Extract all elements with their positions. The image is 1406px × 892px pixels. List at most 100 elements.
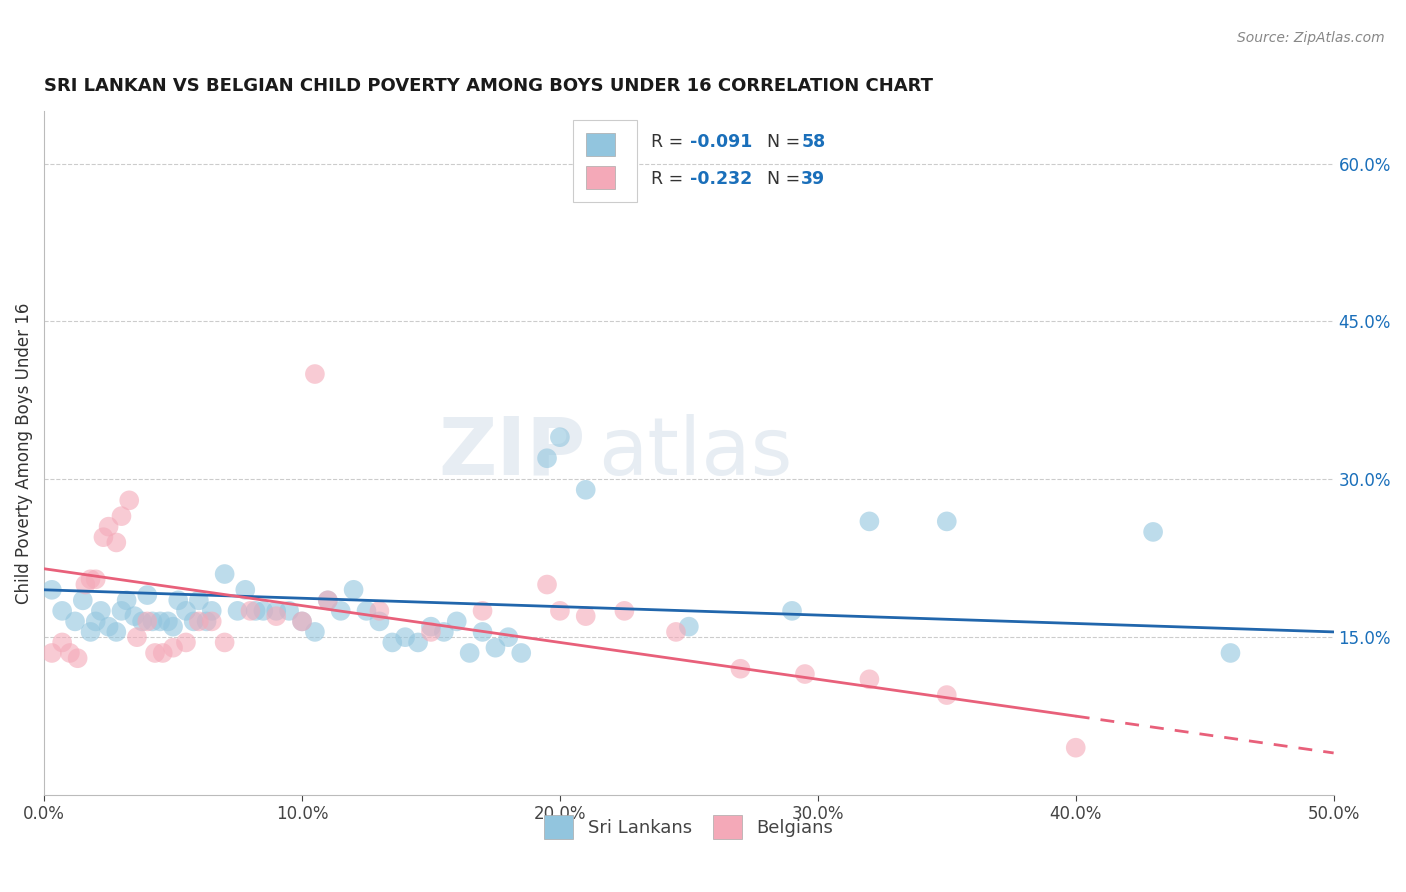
Point: [730, 662, 752, 676]
Point: [858, 673, 880, 687]
Point: [458, 646, 481, 660]
Point: [125, 630, 148, 644]
Point: [342, 582, 364, 597]
Point: [110, 604, 132, 618]
Point: [245, 604, 267, 618]
Text: Source: ZipAtlas.com: Source: ZipAtlas.com: [1237, 31, 1385, 45]
Point: [239, 604, 262, 618]
Point: [233, 582, 256, 597]
Point: [41, 646, 63, 660]
Point: [433, 624, 456, 639]
Point: [356, 604, 378, 618]
Point: [51, 604, 73, 618]
Point: [316, 593, 339, 607]
Point: [136, 615, 159, 629]
Point: [152, 646, 174, 660]
Point: [79, 624, 101, 639]
Point: [575, 483, 598, 497]
Point: [420, 620, 443, 634]
Point: [1219, 646, 1241, 660]
Point: [63, 615, 86, 629]
Point: [548, 430, 571, 444]
Legend: Sri Lankans, Belgians: Sri Lankans, Belgians: [536, 806, 842, 847]
Point: [97, 620, 120, 634]
Y-axis label: Child Poverty Among Boys Under 16: Child Poverty Among Boys Under 16: [15, 302, 32, 604]
Point: [329, 604, 352, 618]
Point: [214, 635, 236, 649]
Point: [613, 604, 636, 618]
Point: [187, 593, 209, 607]
Point: [195, 615, 218, 629]
Point: [536, 577, 558, 591]
Point: [780, 604, 803, 618]
Point: [174, 635, 197, 649]
Point: [394, 630, 416, 644]
Point: [79, 572, 101, 586]
Point: [471, 604, 494, 618]
Point: [291, 615, 314, 629]
Point: [141, 615, 163, 629]
Text: SRI LANKAN VS BELGIAN CHILD POVERTY AMONG BOYS UNDER 16 CORRELATION CHART: SRI LANKAN VS BELGIAN CHILD POVERTY AMON…: [44, 78, 934, 95]
Point: [72, 593, 94, 607]
Point: [1064, 740, 1087, 755]
Point: [484, 640, 506, 655]
Point: [156, 615, 179, 629]
Point: [935, 515, 957, 529]
Point: [187, 615, 209, 629]
Point: [498, 630, 520, 644]
Point: [278, 604, 301, 618]
Point: [264, 604, 287, 618]
Point: [678, 620, 700, 634]
Point: [368, 604, 391, 618]
Point: [201, 615, 224, 629]
Point: [162, 620, 184, 634]
Point: [575, 609, 598, 624]
Point: [66, 651, 89, 665]
Point: [510, 646, 533, 660]
Point: [446, 615, 468, 629]
Point: [252, 604, 274, 618]
Point: [131, 615, 153, 629]
Point: [406, 635, 429, 649]
Point: [548, 604, 571, 618]
Text: atlas: atlas: [599, 414, 793, 492]
Point: [51, 635, 73, 649]
Point: [75, 577, 97, 591]
Point: [304, 367, 326, 381]
Point: [264, 609, 287, 624]
Point: [226, 604, 249, 618]
Point: [118, 493, 141, 508]
Point: [471, 624, 494, 639]
Point: [304, 624, 326, 639]
Point: [368, 615, 391, 629]
Point: [41, 582, 63, 597]
Point: [105, 535, 128, 549]
Point: [183, 615, 205, 629]
Text: -0.091: -0.091: [690, 133, 752, 151]
Point: [162, 640, 184, 655]
Text: 39: 39: [801, 170, 825, 188]
Point: [316, 593, 339, 607]
Point: [1142, 524, 1164, 539]
Point: [858, 515, 880, 529]
Point: [93, 530, 115, 544]
Point: [105, 624, 128, 639]
Text: R =: R =: [651, 170, 689, 188]
Text: 58: 58: [801, 133, 825, 151]
Point: [115, 593, 138, 607]
Point: [291, 615, 314, 629]
Point: [143, 646, 166, 660]
Point: [149, 615, 172, 629]
Point: [84, 572, 107, 586]
Point: [665, 624, 688, 639]
Point: [420, 624, 443, 639]
Text: N =: N =: [756, 133, 806, 151]
Point: [110, 509, 132, 524]
Point: [90, 604, 112, 618]
Point: [935, 688, 957, 702]
Text: R =: R =: [651, 133, 689, 151]
Point: [167, 593, 190, 607]
Point: [381, 635, 404, 649]
Point: [174, 604, 197, 618]
Point: [214, 567, 236, 582]
